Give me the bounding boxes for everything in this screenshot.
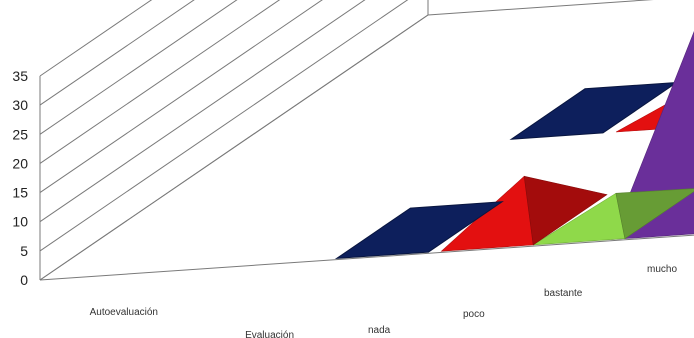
pyramid-front-face <box>611 30 694 240</box>
pyramid-bastante-evaluacion <box>533 188 694 246</box>
pyramid-mucho-evaluacion <box>611 30 694 240</box>
y-tick-label: 10 <box>12 214 28 230</box>
category-label-nada: nada <box>368 325 391 336</box>
pyramid-nada-autoevaluacion <box>509 81 679 140</box>
y-tick-label: 5 <box>20 243 28 259</box>
gridline <box>39 0 281 164</box>
gridline <box>39 0 366 223</box>
y-tick-label: 15 <box>12 185 28 201</box>
pyramid-poco-evaluacion <box>440 175 608 252</box>
pyramid-side-face <box>523 175 608 246</box>
category-labels: nada poco bastante mucho Autoevaluación Evalu… <box>90 264 678 338</box>
chart-gridlines <box>39 0 694 281</box>
y-axis-ticks: 0 5 10 15 20 25 30 35 <box>12 68 28 288</box>
gridline <box>39 0 195 106</box>
gridline <box>39 0 654 281</box>
series-label: Autoevaluación <box>90 307 158 318</box>
category-label-poco: poco <box>463 309 485 320</box>
y-tick-label: 30 <box>12 97 28 113</box>
series-label: Evaluación <box>245 330 294 338</box>
chart-marks <box>334 30 694 260</box>
category-label-mucho: mucho <box>647 264 677 275</box>
category-label-bastante: bastante <box>544 288 583 299</box>
floor-front-edge <box>39 234 694 281</box>
gridline <box>39 0 409 252</box>
y-tick-label: 20 <box>12 155 28 171</box>
y-tick-label: 35 <box>12 68 28 84</box>
y-tick-label: 0 <box>20 272 28 288</box>
pyramid-side-face <box>615 188 694 240</box>
gridline <box>39 0 323 194</box>
gridline <box>39 0 238 135</box>
flat-base <box>509 81 679 140</box>
pyramid-nada-evaluacion <box>334 201 504 260</box>
flat-base <box>334 201 504 260</box>
y-tick-label: 25 <box>12 126 28 142</box>
